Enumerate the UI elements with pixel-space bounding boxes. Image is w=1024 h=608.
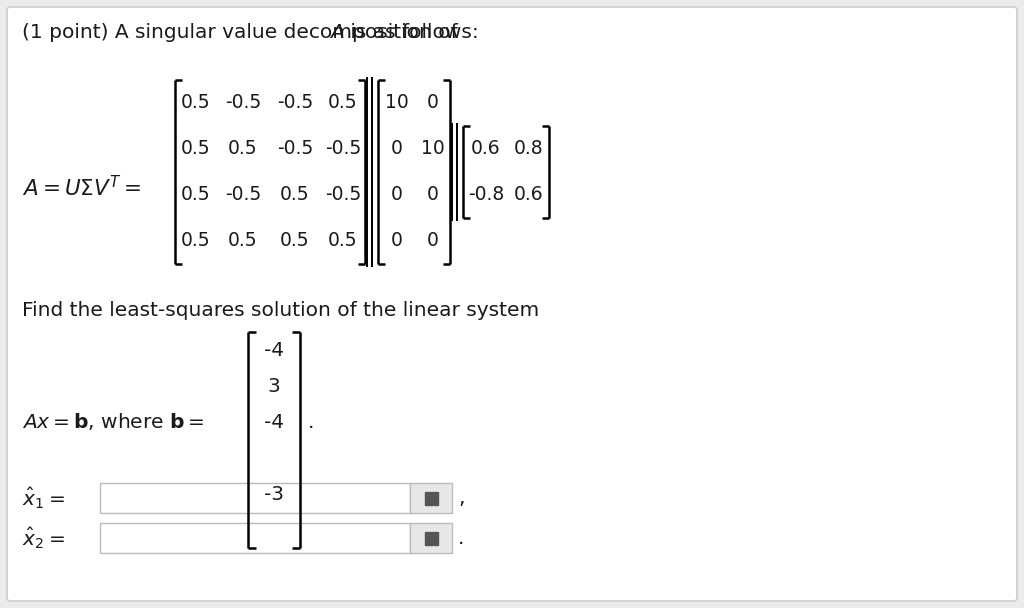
Text: 10: 10 [421,139,444,159]
Text: 0.5: 0.5 [228,139,258,159]
Text: $\hat{x}_1 =$: $\hat{x}_1 =$ [22,485,65,511]
Text: -3: -3 [264,485,284,503]
Text: -0.5: -0.5 [225,185,261,204]
Text: 0: 0 [391,232,402,250]
Text: 0.5: 0.5 [228,232,258,250]
Text: .: . [458,528,464,547]
Text: 0.8: 0.8 [514,139,544,159]
Text: 3: 3 [267,376,281,395]
Text: -0.5: -0.5 [325,185,361,204]
Text: 0.5: 0.5 [181,185,211,204]
Text: .: . [308,412,314,432]
Text: 0.5: 0.5 [328,232,357,250]
Text: -0.5: -0.5 [325,139,361,159]
Text: -0.8: -0.8 [468,185,504,204]
Text: -0.5: -0.5 [276,139,313,159]
Text: 0.6: 0.6 [471,139,501,159]
Text: 0: 0 [427,94,439,112]
Text: $\hat{x}_2 =$: $\hat{x}_2 =$ [22,525,65,551]
FancyBboxPatch shape [7,7,1017,601]
Text: 0.6: 0.6 [514,185,544,204]
Text: 0: 0 [391,139,402,159]
Text: 0.5: 0.5 [281,185,310,204]
Bar [100,523,410,553]
Text: -4: -4 [264,412,284,432]
Text: Find the least-squares solution of the linear system: Find the least-squares solution of the l… [22,300,540,319]
Text: -0.5: -0.5 [276,94,313,112]
Text: A: A [330,24,344,43]
Text: 0.5: 0.5 [181,139,211,159]
Text: (1 point) A singular value decomposition of: (1 point) A singular value decomposition… [22,24,464,43]
Text: 0: 0 [391,185,402,204]
Text: 0: 0 [427,185,439,204]
Text: $Ax = \mathbf{b}$, where $\mathbf{b} =$: $Ax = \mathbf{b}$, where $\mathbf{b} =$ [22,412,205,432]
Text: 0.5: 0.5 [328,94,357,112]
Text: is as follows:: is as follows: [344,24,479,43]
Text: -4: -4 [264,340,284,359]
Bar [410,483,452,513]
Bar [410,523,452,553]
Text: 0.5: 0.5 [181,232,211,250]
Text: 0: 0 [427,232,439,250]
Text: -0.5: -0.5 [225,94,261,112]
Text: ,: , [458,488,465,508]
Text: $A = U\Sigma V^T =$: $A = U\Sigma V^T =$ [22,175,141,201]
Text: 0.5: 0.5 [181,94,211,112]
Text: 10: 10 [385,94,409,112]
Text: 0.5: 0.5 [281,232,310,250]
Bar [100,483,410,513]
